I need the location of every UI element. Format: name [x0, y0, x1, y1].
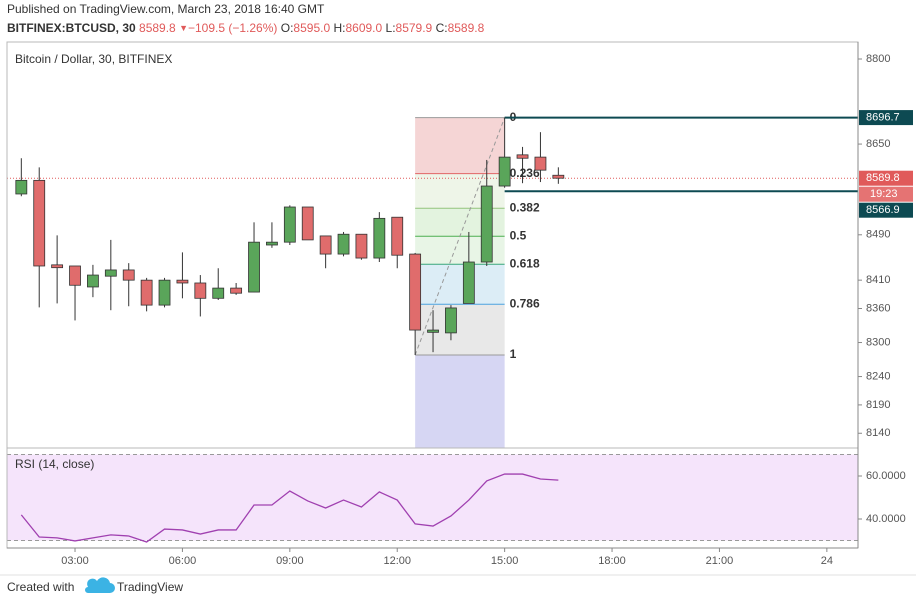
x-tick-label: 24 — [821, 555, 833, 567]
plot: 00.2360.3820.50.6180.7861880086508490841… — [7, 53, 913, 567]
x-tick-label: 15:00 — [491, 555, 519, 567]
candle-body — [176, 279, 189, 284]
candle-body — [15, 179, 28, 195]
candle-body — [158, 279, 171, 306]
candle-body — [552, 174, 565, 179]
candle-body — [337, 233, 350, 255]
candle-body — [480, 185, 493, 263]
countdown: 19:23 — [870, 188, 898, 200]
candle-body — [248, 241, 260, 293]
ohlc-value: 8595.0 — [293, 21, 330, 35]
candle-body — [516, 154, 529, 159]
candle-body — [534, 156, 547, 171]
candle-body — [373, 217, 386, 259]
candle-body — [427, 329, 439, 333]
y-tick-label: 8360 — [866, 302, 890, 314]
rsi-pane-title: RSI (14, close) — [15, 457, 94, 471]
published-note: Published on TradingView.com, March 23, … — [7, 2, 325, 16]
price-pane-title: Bitcoin / Dollar, 30, BITFINEX — [15, 52, 172, 66]
ohlc-value: 8589.8 — [448, 21, 485, 35]
fib-zone — [415, 304, 505, 356]
candle-body — [122, 269, 135, 281]
price-line-label-box — [859, 202, 913, 218]
fib-level-label: 0.5 — [510, 228, 527, 242]
tradingview-logo — [85, 577, 115, 593]
x-tick-label: 18:00 — [598, 555, 626, 567]
rsi-band — [7, 454, 858, 541]
candle-body — [87, 274, 99, 288]
fib-zone — [415, 117, 505, 174]
ohlc-value: 8609.0 — [345, 21, 382, 35]
y-tick-label: 60.0000 — [866, 470, 906, 482]
candle-body — [266, 241, 278, 246]
fib-level-label: 0.382 — [510, 200, 540, 214]
price-line-label: 8696.7 — [866, 111, 900, 123]
candle-body — [319, 235, 332, 255]
x-tick-label: 21:00 — [706, 555, 734, 567]
countdown-box — [859, 186, 913, 202]
fib-level-label: 0.236 — [510, 166, 540, 180]
fib-level-label: 1 — [510, 347, 517, 361]
x-tick-label: 12:00 — [383, 555, 411, 567]
last: 8589.8 — [139, 21, 176, 35]
fib-zone — [415, 355, 505, 448]
candle-body — [230, 287, 243, 294]
y-tick-label: 8490 — [866, 229, 890, 241]
y-tick-label: 8650 — [866, 138, 890, 150]
y-tick-label: 8190 — [866, 399, 890, 411]
last-price-label: 8589.8 — [866, 172, 900, 184]
y-tick-label: 40.0000 — [866, 513, 906, 525]
symbol: BITFINEX:BTCUSD, 30 — [7, 21, 136, 35]
candle-body — [391, 216, 404, 256]
candle-body — [445, 307, 457, 334]
candle-body — [194, 282, 207, 299]
candle-body — [140, 279, 153, 306]
candle-body — [33, 179, 46, 267]
ohlc-label: O: — [281, 21, 294, 35]
y-tick-label: 8800 — [866, 53, 890, 65]
y-tick-label: 8140 — [866, 427, 890, 439]
candle-body — [409, 253, 422, 331]
fib-level-label: 0.618 — [510, 256, 540, 270]
ohlc-label: L: — [386, 21, 396, 35]
symbol-line: BITFINEX:BTCUSD, 30 8589.8 ▼−109.5 (−1.2… — [7, 21, 485, 35]
rsi-line — [20, 473, 559, 543]
footer-created: Created with — [7, 580, 74, 594]
fib-zone — [415, 264, 505, 305]
fib-trend-line — [414, 117, 506, 356]
ohlc-label: H: — [333, 21, 345, 35]
candle-body — [212, 287, 225, 299]
change: −109.5 (−1.26%) — [188, 21, 277, 35]
candle-body — [301, 206, 314, 241]
x-tick-label: 06:00 — [169, 555, 197, 567]
ohlc-value: 8579.9 — [396, 21, 433, 35]
x-tick-label: 09:00 — [276, 555, 304, 567]
candle-body — [69, 265, 81, 286]
candle-body — [355, 233, 368, 259]
y-tick-label: 8410 — [866, 274, 890, 286]
last-price-label-box — [859, 170, 913, 186]
ohlc-label: C: — [436, 21, 448, 35]
footer-brand[interactable]: TradingView — [117, 580, 183, 594]
candle-body — [104, 269, 117, 277]
y-tick-label: 8240 — [866, 370, 890, 382]
price-line-label: 8566.9 — [866, 204, 900, 216]
candle-body — [462, 261, 475, 304]
candle-body — [51, 264, 64, 269]
price-line-label-box — [859, 110, 913, 126]
arrow: ▼ — [179, 23, 188, 33]
candle-body — [283, 206, 296, 243]
fib-level-label: 0.786 — [510, 296, 540, 310]
candle-body — [498, 156, 511, 187]
x-tick-label: 03:00 — [61, 555, 89, 567]
y-tick-label: 8300 — [866, 336, 890, 348]
